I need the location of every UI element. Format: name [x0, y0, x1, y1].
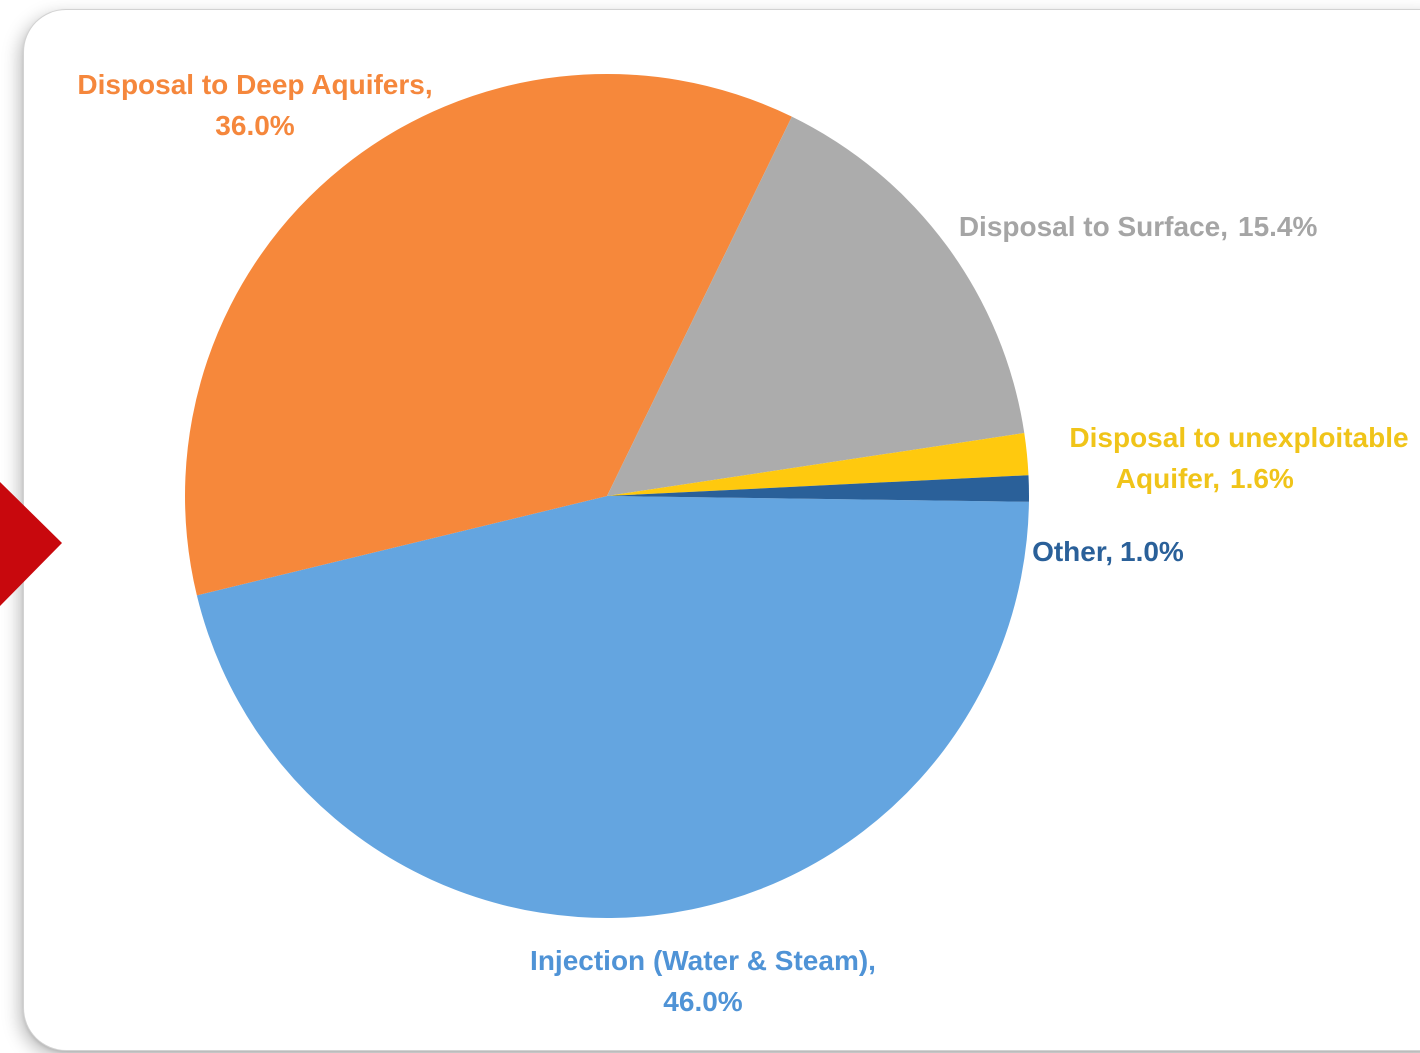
label-surface: Disposal to Surface, [959, 211, 1228, 242]
pie-slices [185, 73, 1029, 918]
label-other: Other, [1032, 536, 1113, 567]
label-unexploitable-pct: 1.6% [1230, 463, 1294, 494]
label-deep-aquifers: Disposal to Deep Aquifers, [77, 69, 432, 100]
label-other-pct: 1.0% [1120, 536, 1184, 567]
label-unexploitable-line2: Aquifer, [1116, 463, 1220, 494]
slice-other [607, 475, 1029, 502]
label-deep-aquifers-pct: 36.0% [215, 110, 294, 141]
label-unexploitable: Disposal to unexploitable [1069, 422, 1408, 453]
slice-surface [607, 116, 1025, 496]
slice-deep-aquifers [185, 73, 792, 596]
slice-unexploitable [607, 433, 1029, 496]
slice-injection [196, 496, 1029, 918]
label-surface-pct: 15.4% [1238, 211, 1317, 242]
label-injection: Injection (Water & Steam), [530, 945, 876, 976]
red-arrow-icon [0, 482, 62, 606]
label-injection-pct: 46.0% [663, 986, 742, 1017]
